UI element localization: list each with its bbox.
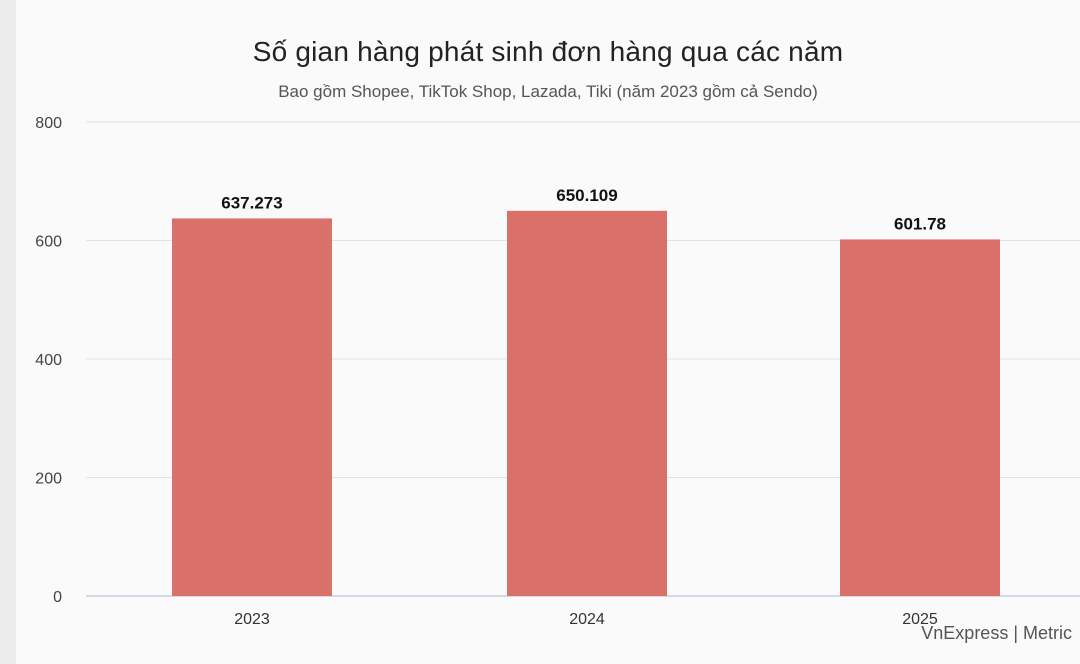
data-label: 601.78 xyxy=(894,214,946,233)
bars xyxy=(172,210,1000,596)
y-tick-label: 800 xyxy=(35,115,62,132)
chart-subtitle: Bao gồm Shopee, TikTok Shop, Lazada, Tik… xyxy=(278,82,818,101)
y-tick-label: 600 xyxy=(35,234,62,251)
y-tick-label: 200 xyxy=(35,471,62,488)
x-tick-label: 2023 xyxy=(234,611,270,628)
x-tick-label: 2024 xyxy=(569,611,605,628)
y-axis-ticks: 0 200 400 600 800 xyxy=(35,115,62,606)
bar xyxy=(507,210,667,596)
x-tick-label: 2025 xyxy=(902,611,938,628)
bar xyxy=(840,239,1000,596)
left-frame-strip xyxy=(0,0,16,664)
data-label: 650.109 xyxy=(556,186,617,205)
source-credit: VnExpress | Metric xyxy=(921,623,1072,643)
data-labels: 637.273 650.109 601.78 xyxy=(221,186,946,234)
bar xyxy=(172,218,332,596)
chart-title: Số gian hàng phát sinh đơn hàng qua các … xyxy=(252,36,844,67)
y-tick-label: 0 xyxy=(53,589,62,606)
data-label: 637.273 xyxy=(221,193,282,212)
x-axis-ticks: 2023 2024 2025 xyxy=(234,611,938,628)
y-tick-label: 400 xyxy=(35,352,62,369)
